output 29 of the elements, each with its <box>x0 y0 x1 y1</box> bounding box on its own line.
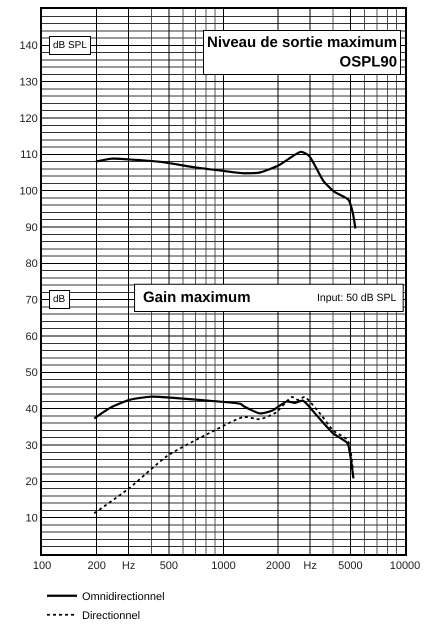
annotation: Niveau de sortie maximum OSPL90 <box>207 34 398 70</box>
x-tick-label: 200 <box>87 560 106 572</box>
x-tick-label: Hz <box>303 560 317 572</box>
y-tick-label: 80 <box>26 258 38 270</box>
legend-label: Omnidirectionnel <box>82 591 165 604</box>
y-tick-label: 70 <box>26 294 38 307</box>
x-tick-label: 10000 <box>390 560 420 572</box>
legend-label: Directionnel <box>82 610 140 622</box>
y-tick-label: 60 <box>26 330 38 343</box>
annotation: dB <box>53 294 66 305</box>
x-tick-label: 2000 <box>266 560 290 572</box>
y-tick-label: 130 <box>19 76 38 89</box>
y-tick-label: 120 <box>19 112 38 125</box>
y-tick-label: 10 <box>26 512 38 525</box>
x-tick-label: 1000 <box>211 560 236 572</box>
y-tick-label: 50 <box>26 367 38 380</box>
y-tick-label: 110 <box>20 149 38 162</box>
y-tick-label: 100 <box>19 186 38 198</box>
annotation: dB SPL <box>53 40 88 51</box>
y-tick-label: 90 <box>26 222 38 234</box>
annotation: Input: 50 dB SPL <box>317 292 397 304</box>
x-tick-label: Hz <box>122 560 136 572</box>
y-tick-label: 140 <box>19 40 38 52</box>
annotation: Gain maximum <box>143 289 251 306</box>
y-tick-label: 40 <box>26 404 38 416</box>
y-tick-label: 30 <box>26 440 38 452</box>
x-tick-label: 500 <box>160 560 178 572</box>
x-tick-label: 5000 <box>338 560 363 572</box>
y-tick-label: 20 <box>26 476 38 488</box>
